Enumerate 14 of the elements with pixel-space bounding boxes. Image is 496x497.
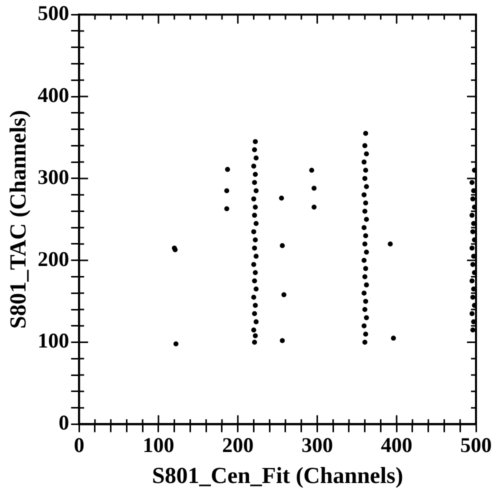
x-axis-title: S801_Cen_Fit (Channels) [152,463,404,488]
y-tick-label: 400 [38,82,70,107]
y-tick-label: 500 [38,1,70,26]
x-tick-label: 300 [301,433,333,458]
x-tick-label: 0 [74,433,84,458]
x-tick-label: 200 [222,433,254,458]
y-tick-label: 100 [38,328,70,353]
y-axis-title: S801_TAC (Channels) [6,110,31,329]
y-tick-label: 0 [58,410,70,435]
y-tick-label: 200 [38,246,70,271]
y-tick-label: 300 [38,164,70,189]
x-tick-label: 100 [142,433,174,458]
x-tick-label: 400 [380,433,412,458]
x-tick-label: 500 [460,433,492,458]
